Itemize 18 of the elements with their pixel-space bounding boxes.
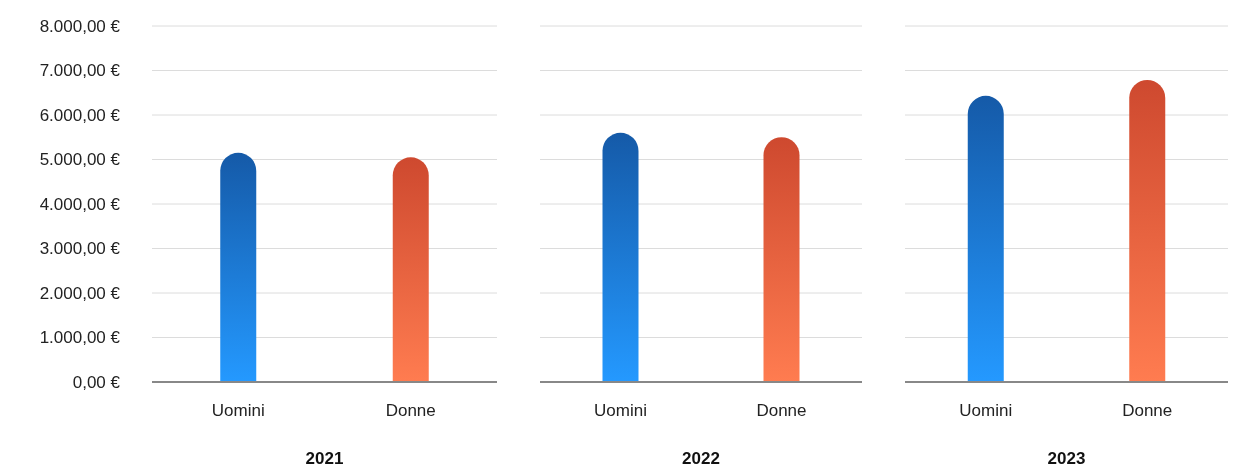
y-tick-label: 8.000,00 € xyxy=(39,16,121,36)
y-tick-label: 7.000,00 € xyxy=(39,61,121,81)
y-tick-label: 2.000,00 € xyxy=(39,283,121,303)
x-axis-title: 2023 xyxy=(1047,449,1086,468)
y-tick-label: 4.000,00 € xyxy=(39,194,121,214)
x-tick-label: Donne xyxy=(1122,401,1173,420)
x-tick-label: Donne xyxy=(756,401,807,420)
x-tick-label: Uomini xyxy=(959,401,1013,420)
x-axis-title: 2022 xyxy=(682,449,720,468)
x-tick-label: Donne xyxy=(385,401,436,420)
y-tick-label: 0,00 € xyxy=(72,372,121,392)
y-tick-label: 1.000,00 € xyxy=(39,328,121,348)
x-tick-label: Uomini xyxy=(211,401,265,420)
y-tick-label: 6.000,00 € xyxy=(39,105,121,125)
y-tick-label: 5.000,00 € xyxy=(39,150,121,170)
x-tick-label: Uomini xyxy=(594,401,647,420)
y-tick-label: 3.000,00 € xyxy=(39,239,121,259)
x-axis-title: 2021 xyxy=(305,449,344,468)
